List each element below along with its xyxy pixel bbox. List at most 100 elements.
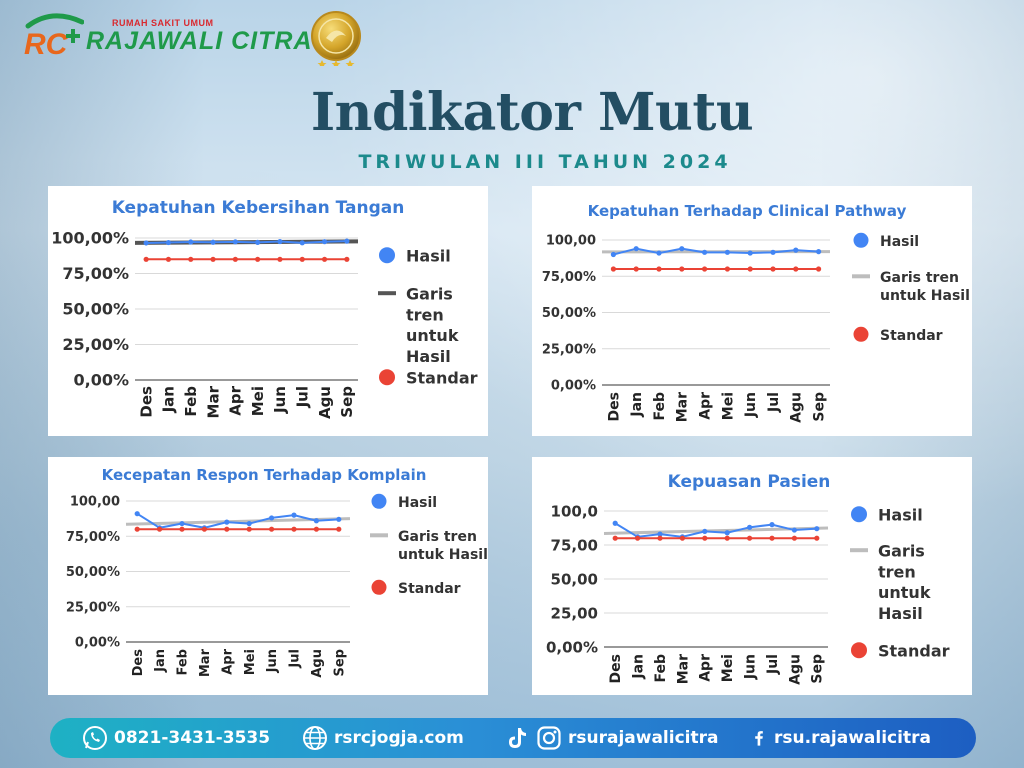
legend-label: Garis tren untuk Hasil [880, 270, 970, 304]
legend-label: Garis tren untuk Hasil [398, 529, 488, 563]
x-tick-label: Apr [698, 654, 714, 682]
data-point-standar [188, 256, 194, 262]
legend-dot [853, 326, 869, 342]
data-point-standar [770, 266, 776, 272]
facebook-handle: rsu.rajawalicitra [774, 728, 931, 748]
series-line-hasil [146, 240, 347, 244]
data-point-hasil [179, 520, 185, 527]
legend-dot [379, 247, 395, 264]
data-point-standar [269, 526, 275, 532]
chart-title: Kepuasan Pasien [667, 472, 831, 492]
data-point-hasil [269, 515, 275, 521]
data-point-hasil [246, 520, 252, 527]
contact-bar: 0821-3431-3535 rsrcjogja.com rsurajawali… [50, 718, 976, 758]
x-tick-label: Des [131, 649, 146, 677]
data-point-standar [816, 266, 822, 272]
instagram-icon [537, 726, 561, 750]
x-tick-label: Mei [720, 654, 736, 682]
logo-name: RAJAWALI CITRA [86, 27, 313, 55]
x-tick-label: Sep [810, 654, 826, 684]
page-subtitle: TRIWULAN III TAHUN 2024 [358, 151, 732, 173]
data-point-hasil [210, 239, 216, 245]
contact-social[interactable]: rsurajawalicitra [504, 718, 718, 758]
legend-label: Hasil [398, 495, 437, 511]
legend-dot [851, 642, 867, 659]
data-point-standar [724, 535, 730, 541]
x-tick-label: Jun [743, 654, 759, 680]
rc-logo-icon: RC [24, 13, 84, 60]
y-tick-label: 25,00 [551, 604, 598, 622]
x-tick-label: Mar [204, 385, 222, 418]
data-point-standar [336, 526, 342, 532]
y-tick-label: 25,00% [62, 335, 129, 354]
contact-facebook[interactable]: rsu.rajawalicitra [750, 718, 931, 758]
y-tick-label: 75,00% [66, 530, 120, 545]
data-point-hasil [344, 238, 350, 244]
data-point-hasil [702, 249, 708, 255]
data-point-standar [134, 526, 140, 532]
chart-title: Kepatuhan Kebersihan Tangan [111, 198, 405, 218]
data-point-standar [344, 256, 350, 262]
x-tick-label: Sep [812, 392, 828, 422]
x-tick-label: Jan [160, 386, 178, 413]
data-point-hasil [724, 530, 730, 536]
x-tick-label: Jan [153, 649, 168, 673]
contact-website[interactable]: rsrcjogja.com [302, 718, 464, 758]
contact-phone[interactable]: 0821-3431-3535 [82, 718, 270, 758]
data-point-standar [210, 256, 216, 262]
logo-subtitle: RUMAH SAKIT UMUM [112, 18, 214, 28]
y-tick-label: 50,00% [542, 306, 596, 321]
x-tick-label: Mei [243, 649, 258, 675]
x-tick-label: Mei [720, 392, 736, 420]
data-point-hasil [321, 239, 328, 245]
data-point-hasil [633, 246, 639, 252]
data-point-hasil [793, 247, 799, 253]
x-tick-label: Agu [316, 386, 334, 419]
y-tick-label: 75,00 [551, 536, 598, 554]
data-point-hasil [232, 239, 238, 245]
chart-title: Kecepatan Respon Terhadap Komplain [101, 466, 427, 484]
data-point-standar [165, 256, 172, 262]
y-tick-label: 0,00% [546, 638, 598, 656]
x-tick-label: Apr [227, 385, 245, 415]
data-point-standar [143, 256, 149, 262]
data-point-standar [157, 526, 163, 532]
data-point-hasil [299, 240, 305, 246]
legend-label: Standar [878, 642, 950, 661]
data-point-hasil [134, 511, 140, 517]
legend-dot [371, 579, 387, 595]
y-tick-label: 0,00% [75, 636, 120, 651]
data-point-hasil [291, 512, 297, 518]
chart-plot: 100,00 75,00% 50,00% 25,00% 0,00% Des Jan Feb Ma… [542, 232, 970, 423]
data-point-standar [299, 256, 305, 262]
data-point-standar [793, 266, 799, 272]
x-tick-label: Mar [675, 654, 691, 684]
y-tick-label: 100,0 [551, 502, 598, 520]
x-tick-label: Des [608, 654, 624, 683]
phone-number: 0821-3431-3535 [114, 728, 271, 748]
y-tick-label: 100,00% [51, 229, 129, 248]
series-line-hasil [613, 247, 819, 256]
legend-dot [371, 493, 387, 509]
legend-label: Standar [406, 369, 478, 388]
x-tick-label: Apr [698, 392, 714, 420]
accreditation-badge-icon [311, 11, 361, 66]
legend-label: Standar [880, 328, 943, 344]
data-point-hasil [188, 239, 194, 245]
website-url: rsrcjogja.com [334, 728, 464, 748]
data-point-hasil [610, 251, 616, 258]
data-point-standar [277, 256, 283, 262]
chart-panel-complaint-response: Kecepatan Respon Terhadap Komplain 100,0… [48, 457, 488, 695]
data-point-hasil [679, 246, 685, 252]
x-tick-label: Sep [338, 386, 356, 418]
y-tick-label: 50,00% [66, 565, 120, 580]
legend-label: Garis tren untuk Hasil [406, 285, 459, 366]
chart-title: Kepatuhan Terhadap Clinical Pathway [587, 202, 907, 220]
data-point-standar [633, 266, 639, 272]
legend-label: Garis tren untuk Hasil [878, 542, 931, 623]
x-tick-label: Des [606, 392, 622, 421]
data-point-hasil [657, 531, 663, 537]
instagram-handle: rsurajawalicitra [568, 728, 719, 748]
data-point-standar [656, 266, 662, 272]
chart-plot: 100,0 75,00 50,00 25,00 0,00% Des Jan Feb Mar Apr… [546, 502, 950, 685]
